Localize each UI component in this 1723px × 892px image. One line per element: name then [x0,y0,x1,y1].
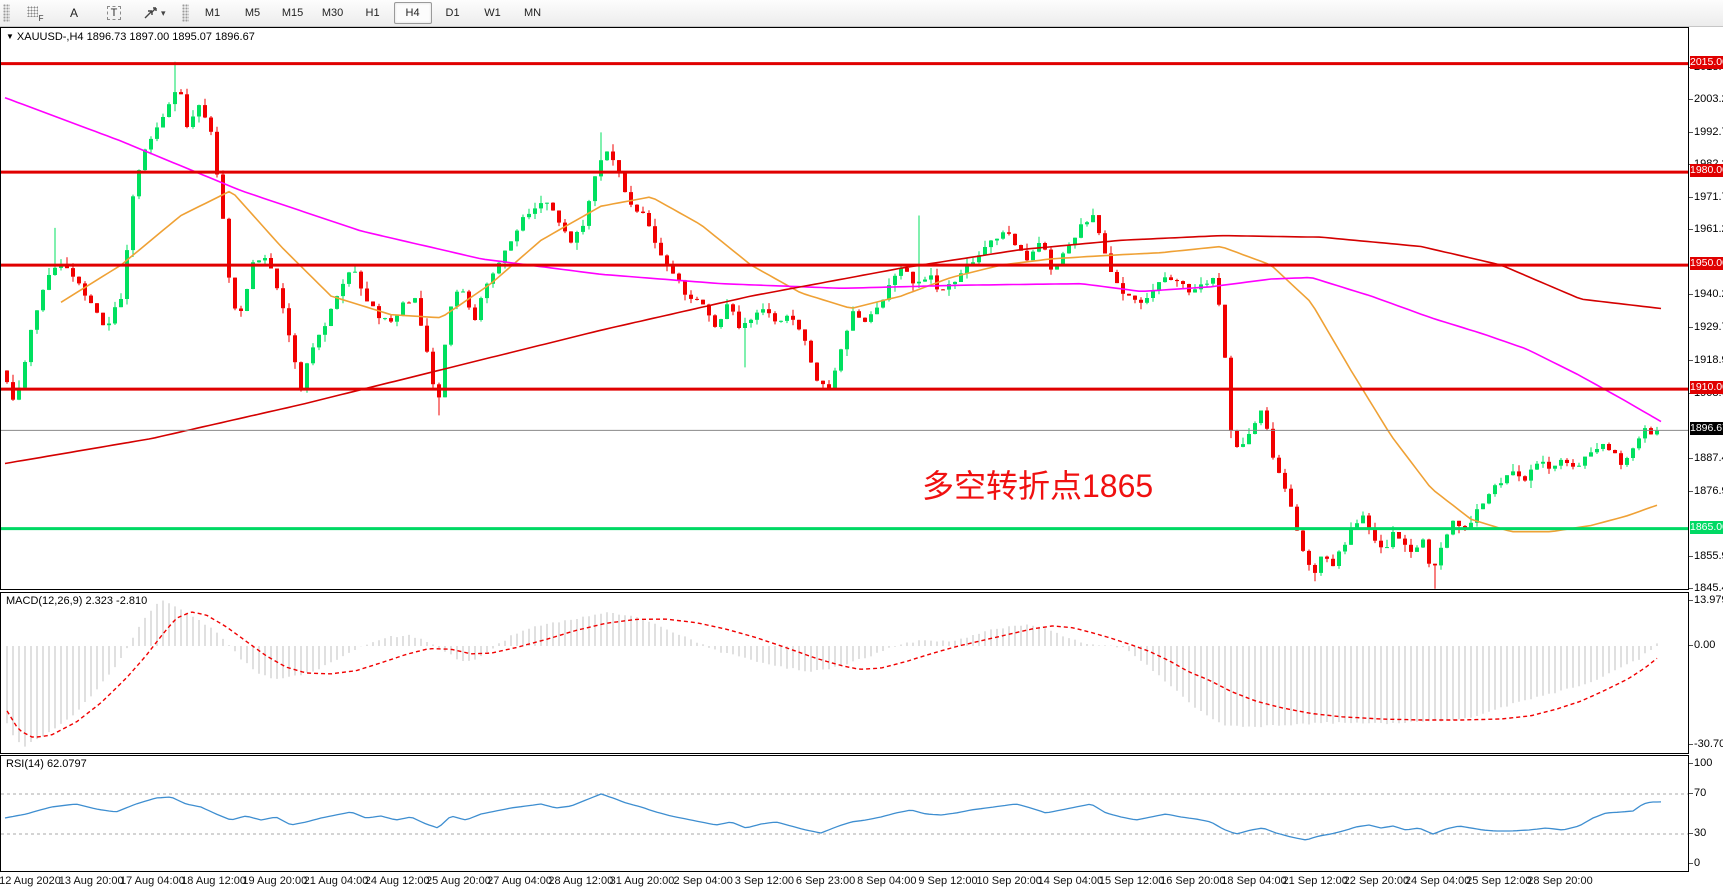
timeframe-button-group: M1 M5 M15 M30 H1 H4 D1 W1 MN [194,2,552,24]
time-tick-label: 19 Aug 20:00 [242,875,308,887]
chart-shift-icon: F [26,6,44,23]
timeframe-button-m1[interactable]: M1 [204,7,221,19]
time-tick-label: 18 Aug 12:00 [181,875,247,887]
price-tick-label: 1971.70 [1689,191,1723,203]
time-tick-label: 10 Sep 20:00 [976,875,1042,887]
time-tick-label: 18 Sep 04:00 [1221,875,1287,887]
toolbar-grip-2[interactable] [181,4,189,22]
chart-shift-button[interactable]: F [15,2,53,24]
rsi-tick-label: 0 [1688,857,1701,869]
label-tool-button[interactable]: T [95,2,133,24]
top-toolbar: F A T ▾ M1 M5 M15 M30 H1 H4 D1 W1 MN [0,0,1723,27]
price-tick-label: 2003.20 [1689,93,1723,105]
timeframe-button-h1[interactable]: H1 [365,7,380,19]
price-tick-label: 1940.20 [1689,288,1723,300]
time-tick-label: 3 Sep 12:00 [734,875,795,887]
cursor-tool-button[interactable]: ▾ [135,2,177,24]
chart-title: ▼ XAUUSD-,H4 1896.73 1897.00 1895.07 1896… [6,31,255,43]
price-tick-label: 1918.90 [1689,354,1723,366]
rsi-panel: RSI(14) 62.0797 100 70 30 0 [0,755,1723,872]
rsi-chart-area[interactable] [0,755,1689,872]
time-tick-label: 16 Sep 20:00 [1160,875,1226,887]
timeframe-button-m15[interactable]: M15 [281,7,304,19]
rsi-tick-label: 30 [1688,827,1707,839]
timeframe-button-mn[interactable]: MN [523,7,542,19]
macd-tick-label: 0.00 [1688,639,1716,651]
macd-tick-label: 13.979 [1689,594,1723,606]
time-tick-label: 9 Sep 12:00 [918,875,978,887]
time-tick-label: 13 Aug 20:00 [58,875,124,887]
time-tick-label: 22 Sep 20:00 [1343,875,1410,887]
timeframe-button-m30[interactable]: M30 [321,7,344,19]
price-tick-label: 1876.90 [1689,485,1723,497]
text-tool-icon: A [69,6,78,20]
main-chart-panel: ▼ XAUUSD-,H4 1896.73 1897.00 1895.07 1896… [0,27,1723,594]
timeframe-button-w1[interactable]: W1 [484,7,501,19]
time-tick-label: 27 Aug 04:00 [487,875,553,887]
time-tick-label: 31 Aug 20:00 [609,875,675,887]
time-tick-label: 24 Aug 12:00 [364,875,430,887]
time-tick-label: 8 Sep 04:00 [857,875,917,887]
price-badge-1896.67: 1896.67 [1690,422,1723,435]
rsi-tick-label: 70 [1688,787,1707,799]
timeframe-button-m5[interactable]: M5 [244,7,261,19]
time-tick-label: 17 Aug 04:00 [119,875,185,887]
time-tick-label: 28 Aug 12:00 [548,875,614,887]
time-axis[interactable]: 12 Aug 2020 13 Aug 20:00 17 Aug 04:00 18 Au… [0,872,1723,892]
price-badge-1910.00: 1910.00 [1690,381,1723,394]
toolbar-grip[interactable] [3,4,10,22]
macd-panel: MACD(12,26,9) 2.323 -2.810 13.979 0.00 -30… [0,592,1723,754]
price-tick-label: 1992.70 [1689,126,1723,138]
label-tool-icon: T [106,6,122,20]
time-tick-label: 21 Sep 12:00 [1282,875,1348,887]
price-badge-1865.00: 1865.00 [1690,521,1723,534]
chevron-down-icon[interactable]: ▾ [161,7,166,18]
price-tick-label: 1845.40 [1689,582,1723,594]
time-tick-label: 12 Aug 2020 [0,875,61,887]
price-tick-label: 1887.40 [1689,452,1723,464]
timeframe-button-h4[interactable]: H4 [393,2,432,24]
time-tick-label: 6 Sep 23:00 [795,875,856,887]
time-tick-label: 15 Sep 12:00 [1098,875,1165,887]
cursor-arrows-icon [144,7,157,19]
time-tick-label: 14 Sep 04:00 [1037,875,1104,887]
time-tick-label: 24 Sep 04:00 [1404,875,1471,887]
price-tick-label: 1961.20 [1689,223,1723,235]
price-tick-label: 1929.70 [1689,321,1723,333]
time-tick-label: 2 Sep 04:00 [673,875,733,887]
triangle-down-icon: ▼ [6,32,14,41]
price-badge-1950.00: 1950.00 [1690,257,1723,270]
macd-tick-label: -30.709 [1688,738,1723,750]
rsi-label: RSI(14) 62.0797 [6,758,87,770]
chart-annotation-text[interactable]: 多空转折点1865 [922,468,1154,504]
price-chart-area[interactable] [0,27,1689,590]
text-tool-button[interactable]: A [55,2,93,24]
price-tick-label: 1855.90 [1689,550,1723,562]
timeframe-button-d1[interactable]: D1 [445,7,460,19]
rsi-tick-label: 100 [1688,757,1713,769]
time-tick-label: 25 Aug 20:00 [425,875,491,887]
macd-chart-area[interactable] [0,592,1689,754]
price-badge-1980.00: 1980.00 [1690,164,1723,177]
macd-label: MACD(12,26,9) 2.323 -2.810 [6,595,148,607]
price-badge-2015.00: 2015.00 [1690,56,1723,69]
time-tick-label: 25 Sep 12:00 [1466,875,1532,887]
time-tick-label: 28 Sep 20:00 [1527,875,1593,887]
time-tick-label: 21 Aug 04:00 [303,875,369,887]
